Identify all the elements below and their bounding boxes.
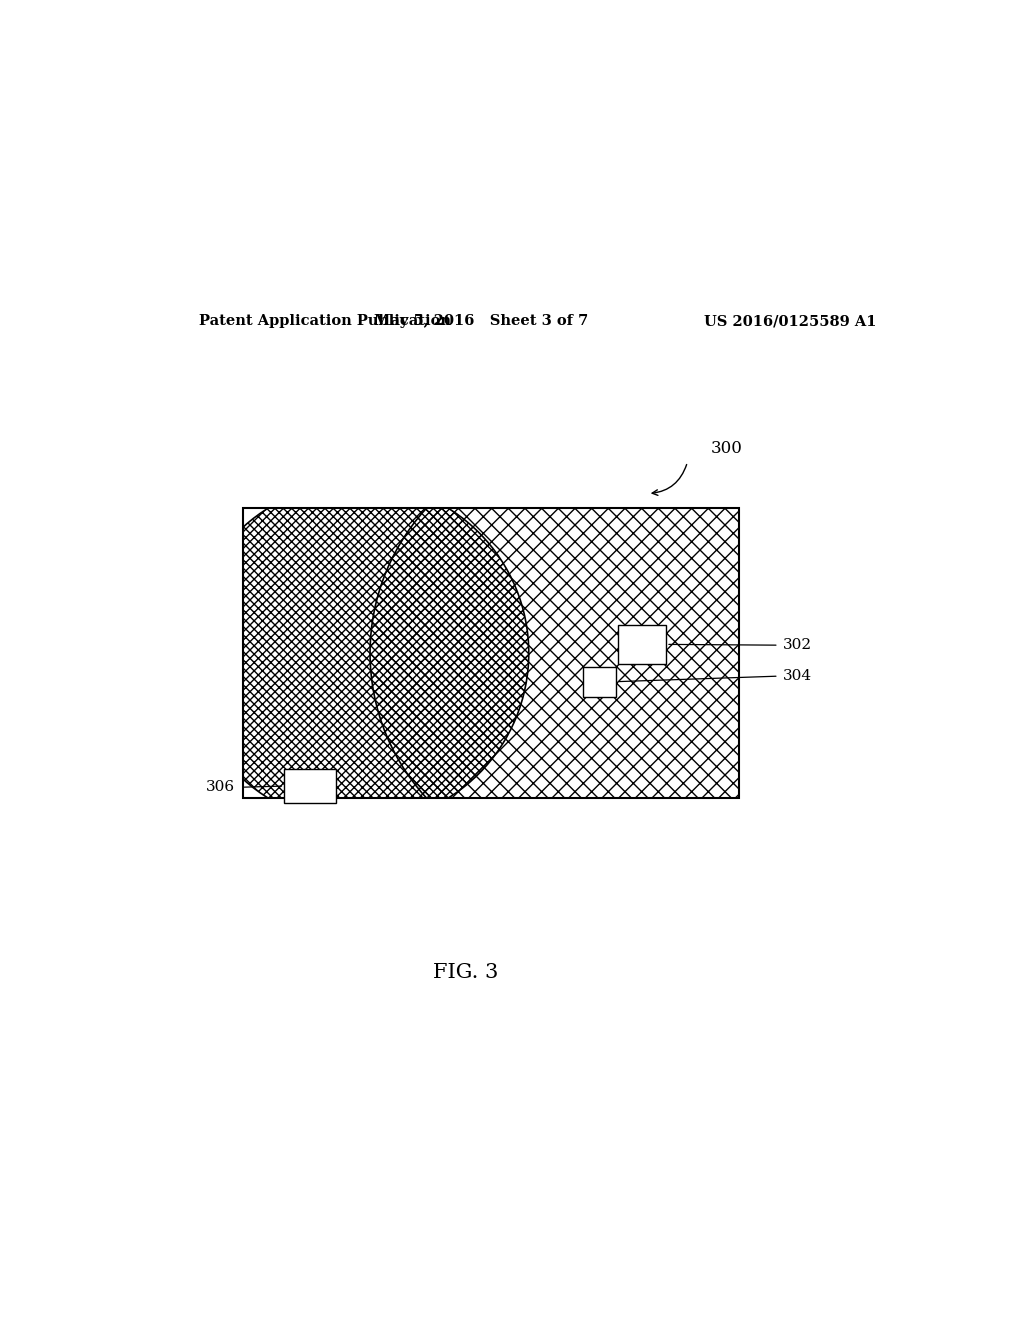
FancyArrowPatch shape [652, 465, 687, 495]
Text: 300: 300 [712, 440, 743, 457]
Text: Patent Application Publication: Patent Application Publication [200, 314, 452, 329]
Text: May 5, 2016   Sheet 3 of 7: May 5, 2016 Sheet 3 of 7 [374, 314, 588, 329]
Text: US 2016/0125589 A1: US 2016/0125589 A1 [705, 314, 877, 329]
Bar [583, 667, 616, 697]
Text: 306: 306 [206, 780, 234, 795]
Text: FIG. 3: FIG. 3 [432, 962, 498, 982]
Bar [243, 508, 739, 797]
Bar [285, 770, 336, 803]
Text: 304: 304 [782, 669, 812, 684]
Bar [618, 624, 666, 664]
Text: 302: 302 [782, 638, 812, 652]
